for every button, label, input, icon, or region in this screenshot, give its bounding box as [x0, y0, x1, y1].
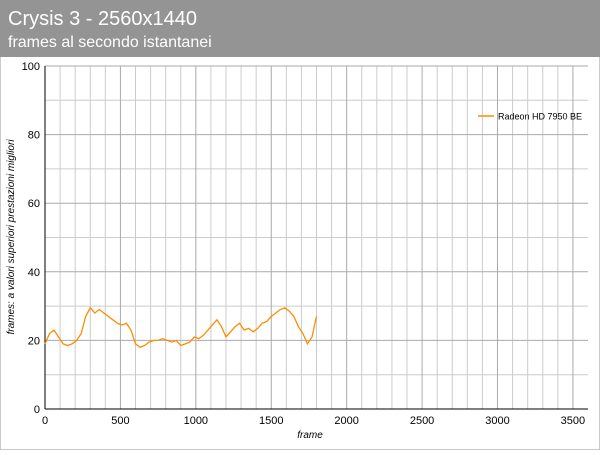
legend-label: Radeon HD 7950 BE: [498, 112, 582, 122]
series-line: [44, 306, 318, 348]
x-axis-label: frame: [297, 430, 323, 441]
y-tick-label: 0: [34, 404, 40, 416]
x-tick-label: 0: [42, 415, 48, 427]
x-tick-label: 500: [111, 415, 129, 427]
chart-title: Crysis 3 - 2560x1440: [8, 8, 197, 30]
y-axis-label: frames: a valori superiori prestazioni m…: [6, 139, 17, 335]
y-tick-label: 80: [28, 130, 40, 142]
x-tick-label: 2500: [410, 415, 434, 427]
x-tick-label: 1000: [184, 415, 208, 427]
header: [0, 0, 600, 57]
x-tick-label: 2000: [334, 415, 358, 427]
y-tick-label: 60: [28, 198, 40, 210]
x-tick-label: 3000: [485, 415, 509, 427]
y-tick-label: 20: [28, 335, 40, 347]
chart-subtitle: frames al secondo istantanei: [8, 34, 212, 51]
y-tick-label: 100: [22, 61, 40, 73]
x-tick-label: 1500: [259, 415, 283, 427]
y-tick-label: 40: [28, 267, 40, 279]
x-tick-label: 3500: [561, 415, 585, 427]
